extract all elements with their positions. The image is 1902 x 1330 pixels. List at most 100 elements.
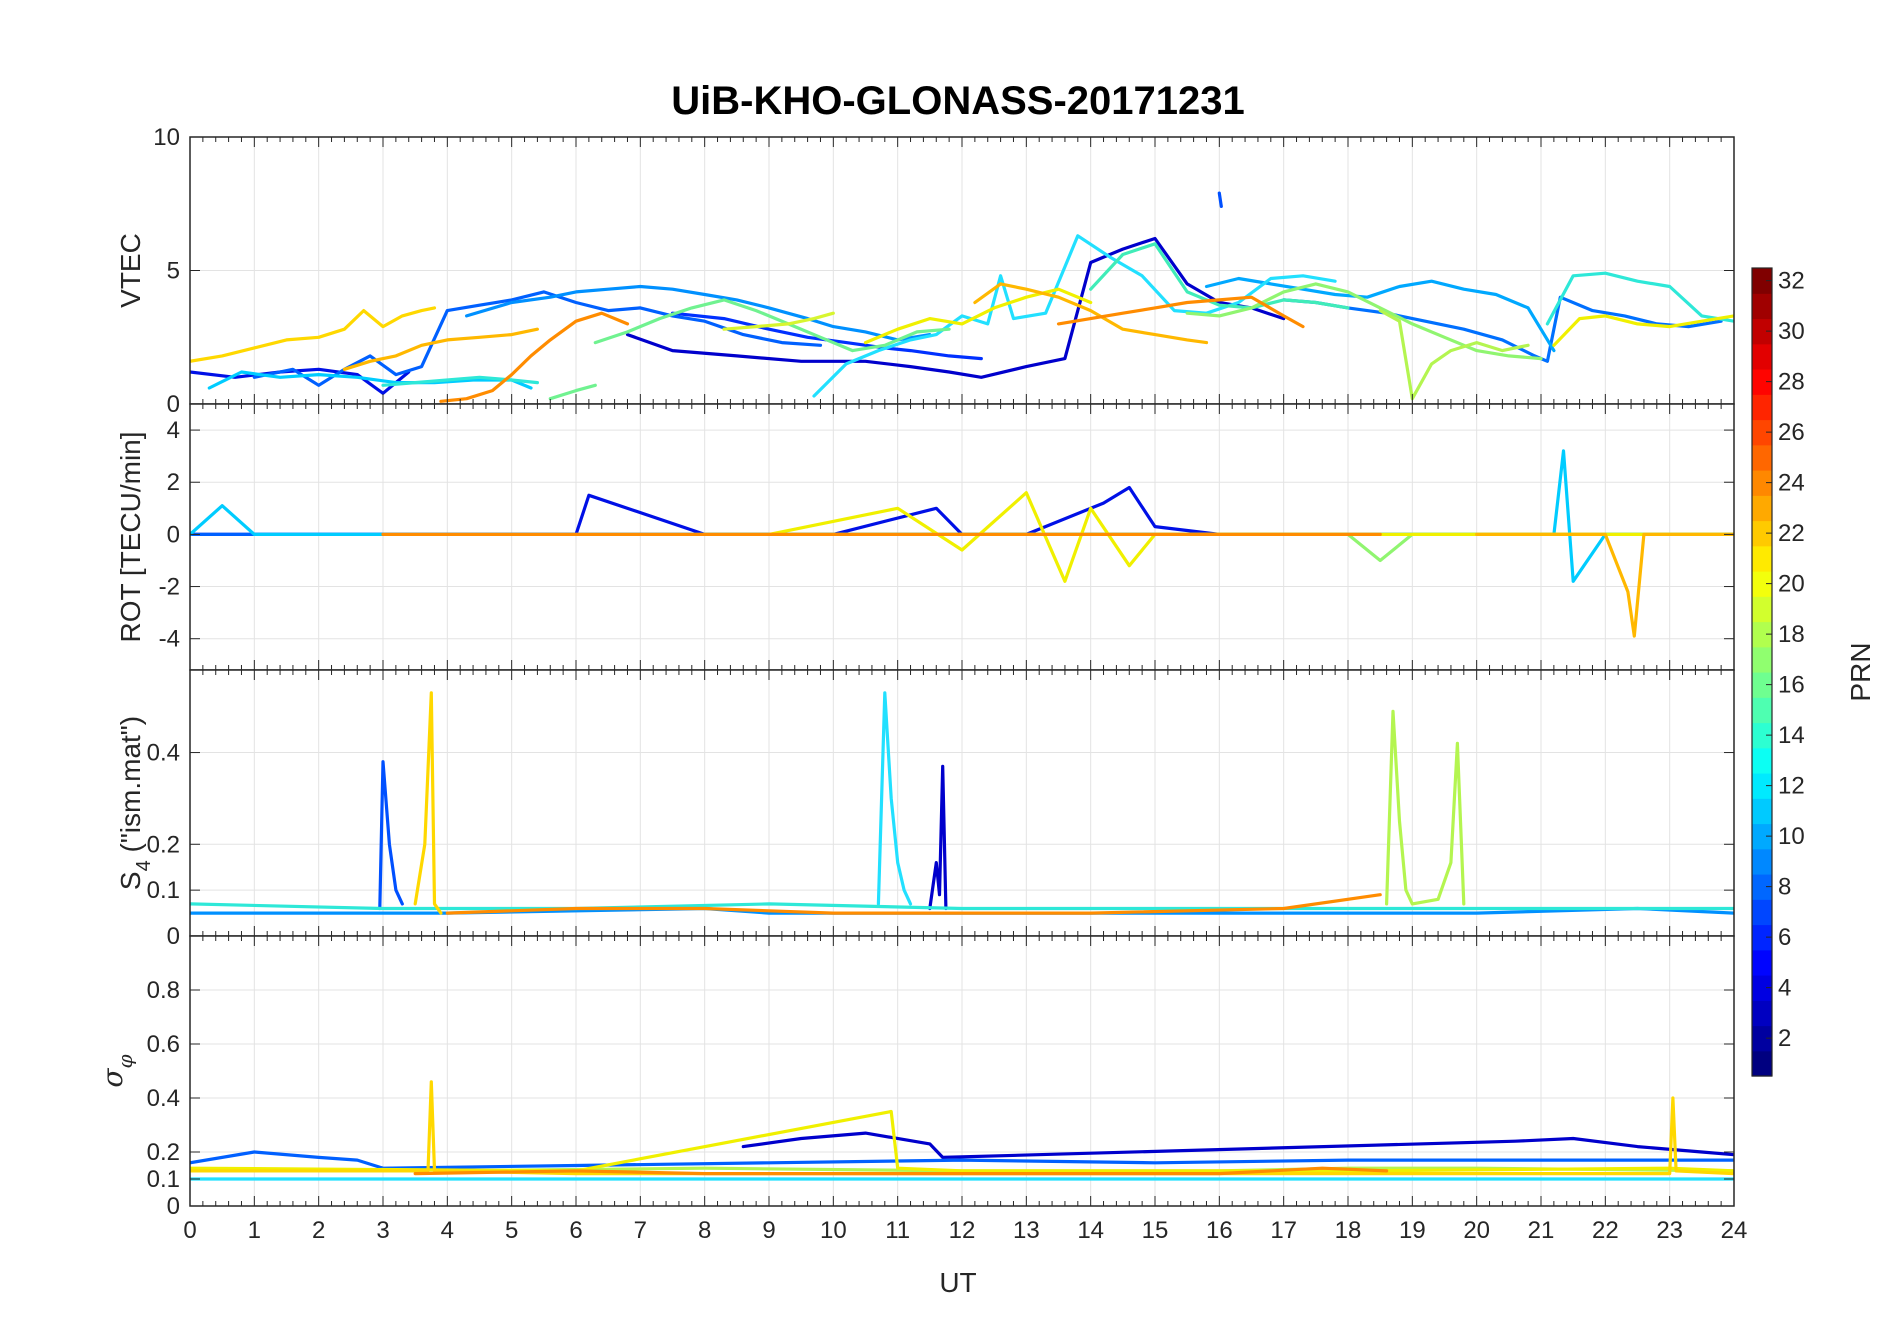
y-tick-label: 0 (167, 1193, 180, 1220)
x-tick-label: 13 (1013, 1217, 1040, 1244)
series-line-prn-6 (190, 1150, 1734, 1170)
series-line-prn-14 (1089, 242, 1350, 310)
y-tick-label: 10 (153, 124, 180, 151)
colorbar-tick-label: 30 (1778, 318, 1805, 345)
series-line-prn-24 (445, 893, 1382, 915)
series-line-prn-2 (928, 764, 948, 911)
colorbar-cell (1752, 646, 1772, 673)
series-line-prn-13 (1545, 271, 1734, 326)
series-line-prn-18 (1378, 309, 1530, 401)
colorbar-tick-label: 22 (1778, 520, 1805, 547)
series-line-prn-13 (190, 902, 1734, 911)
colorbar-cell (1752, 318, 1772, 345)
y-tick-label: 4 (167, 417, 180, 444)
colorbar-cell (1752, 268, 1772, 294)
colorbar-tick-label: 12 (1778, 773, 1805, 800)
series-line-prn-20 (863, 287, 1093, 345)
series-line-prn-24 (413, 1166, 1389, 1176)
x-tick-label: 9 (762, 1217, 775, 1244)
y-tick-label: -4 (159, 626, 180, 653)
x-tick-label: 6 (569, 1217, 582, 1244)
colorbar-cell (1752, 470, 1772, 496)
series-line-prn-7 (1282, 295, 1723, 363)
y-tick-label: 0.6 (147, 1031, 180, 1058)
panel-vtec-ticks (189, 136, 1735, 405)
colorbar-cell (1752, 1000, 1772, 1027)
series-line-prn-18 (1384, 709, 1466, 906)
y-tick-label: 0.1 (147, 1166, 180, 1193)
chart-title: UiB-KHO-GLONASS-20171231 (671, 79, 1245, 123)
y-tick-label: 0.2 (147, 831, 180, 858)
panel-vtec-series (190, 191, 1734, 403)
colorbar-cell (1752, 672, 1772, 698)
x-tick-label: 5 (505, 1217, 518, 1244)
colorbar-cell (1752, 444, 1772, 471)
panel-vtec: 0 5 10 VTEC (115, 124, 1735, 418)
y-tick-label: 0.4 (147, 1085, 180, 1112)
colorbar-tick-label: 2 (1778, 1025, 1791, 1052)
colorbar-cell (1752, 747, 1772, 774)
series-line-prn-2 (625, 236, 1286, 379)
colorbar-cell (1752, 596, 1772, 623)
panel-sigma-phi: 00.10.2 0.4 0.6 0.8 σφ (96, 935, 1735, 1220)
series-line-prn-21 (413, 691, 443, 915)
colorbar-tick-label: 28 (1778, 369, 1805, 396)
x-tick-label: 2 (312, 1217, 325, 1244)
x-tick-label: 14 (1077, 1217, 1104, 1244)
colorbar-tick-label: 8 (1778, 874, 1791, 901)
y-tick-label: 0.1 (147, 877, 180, 904)
y-tick-label: 0.4 (147, 740, 180, 767)
colorbar-tick-label: 16 (1778, 672, 1805, 699)
colorbar-tick-label: 26 (1778, 419, 1805, 446)
x-tick-label: 0 (183, 1217, 196, 1244)
x-tick-label: 7 (634, 1217, 647, 1244)
x-tick-label: 10 (820, 1217, 847, 1244)
panel-sigma-phi-ticks (189, 936, 1735, 1207)
colorbar-tick-label: 6 (1778, 924, 1791, 951)
colorbar-cell (1752, 924, 1772, 951)
panel-rot-ticks (189, 404, 1735, 670)
colorbar-tick-label: 20 (1778, 571, 1805, 598)
series-line-prn-13 (381, 375, 540, 387)
y-tick-label: 0.2 (147, 1139, 180, 1166)
y-tick-label: 2 (167, 469, 180, 496)
panel-vtec-ylabel: VTEC (115, 233, 146, 308)
y-tick-label: 5 (167, 258, 180, 285)
x-tick-label: 21 (1528, 1217, 1555, 1244)
colorbar-tick-label: 24 (1778, 470, 1805, 497)
colorbar-tick-label: 10 (1778, 823, 1805, 850)
colorbar-cell (1752, 899, 1772, 926)
series-line-prn-4 (670, 311, 983, 361)
series-line-prn-8 (465, 284, 932, 342)
colorbar-cell (1752, 369, 1772, 395)
series-line-prn-17 (1185, 282, 1543, 361)
colorbar-tick-label: 4 (1778, 975, 1791, 1002)
series-line-prn-12 (876, 691, 913, 906)
series-line-prn-22 (342, 327, 540, 371)
series-line-prn-22 (1475, 532, 1734, 638)
x-tick-label: 1 (248, 1217, 261, 1244)
panel-sigma-phi-ylabel: σφ (96, 1054, 137, 1087)
series-line-prn-21 (190, 306, 437, 363)
y-tick-label: 0 (167, 391, 180, 418)
colorbar-cell (1752, 571, 1772, 597)
colorbar-cell (1752, 545, 1772, 572)
colorbar-cell (1752, 621, 1772, 648)
colorbar-tick-label: 14 (1778, 722, 1805, 749)
x-tick-label: 23 (1656, 1217, 1683, 1244)
colorbar-cell (1752, 949, 1772, 976)
colorbar-cell (1752, 773, 1772, 799)
y-tick-label: 0 (167, 923, 180, 950)
panel-s4-ylabel: S4 ("ism.mat") (115, 716, 155, 890)
x-axis-label: UT (939, 1267, 976, 1298)
colorbar-cell (1752, 874, 1772, 900)
x-tick-label: 15 (1142, 1217, 1169, 1244)
colorbar-cell (1752, 495, 1772, 522)
series-line-prn-20 (190, 1109, 1734, 1173)
y-tick-label: -2 (159, 574, 180, 601)
x-tick-label: 19 (1399, 1217, 1426, 1244)
series-line-prn-12 (812, 234, 1337, 398)
x-tick-label: 12 (949, 1217, 976, 1244)
